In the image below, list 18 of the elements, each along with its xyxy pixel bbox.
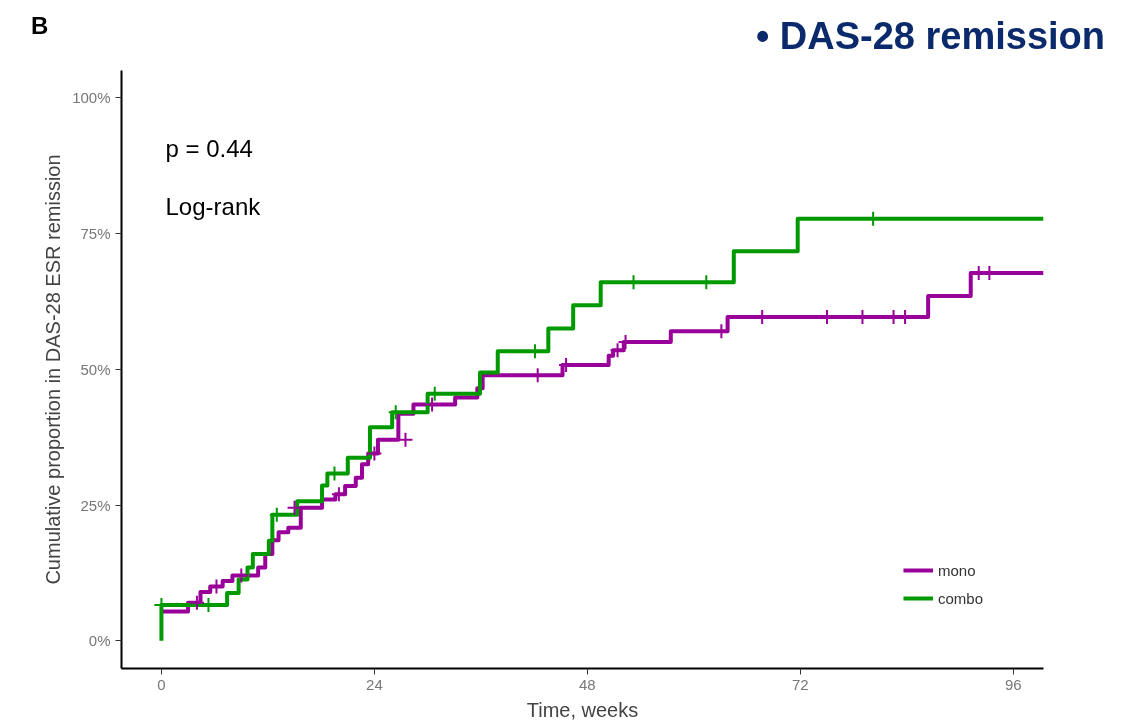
annotation: Log-rank: [165, 193, 262, 220]
x-axis-title: Time, weeks: [526, 698, 639, 721]
legend-label: combo: [937, 589, 983, 607]
annotation: p = 0.44: [165, 135, 253, 162]
y-tick-label: 25%: [80, 496, 111, 514]
text: B: [31, 12, 49, 39]
y-tick-label: 75%: [80, 224, 111, 242]
x-tick-label: 0: [157, 675, 166, 693]
y-tick-label: 0%: [88, 632, 111, 650]
x-tick-label: 24: [366, 675, 383, 693]
y-tick-label: 100%: [72, 89, 111, 107]
chart-title: • DAS-28 remission: [754, 14, 1105, 59]
x-tick-label: 72: [792, 675, 809, 693]
legend-label: mono: [937, 561, 976, 579]
x-tick-label: 96: [1004, 675, 1022, 693]
x-tick-label: 48: [579, 675, 596, 693]
y-axis-title: Cumulative proportion in DAS-28 ESR remission: [42, 154, 65, 585]
y-tick-label: 50%: [80, 360, 111, 378]
